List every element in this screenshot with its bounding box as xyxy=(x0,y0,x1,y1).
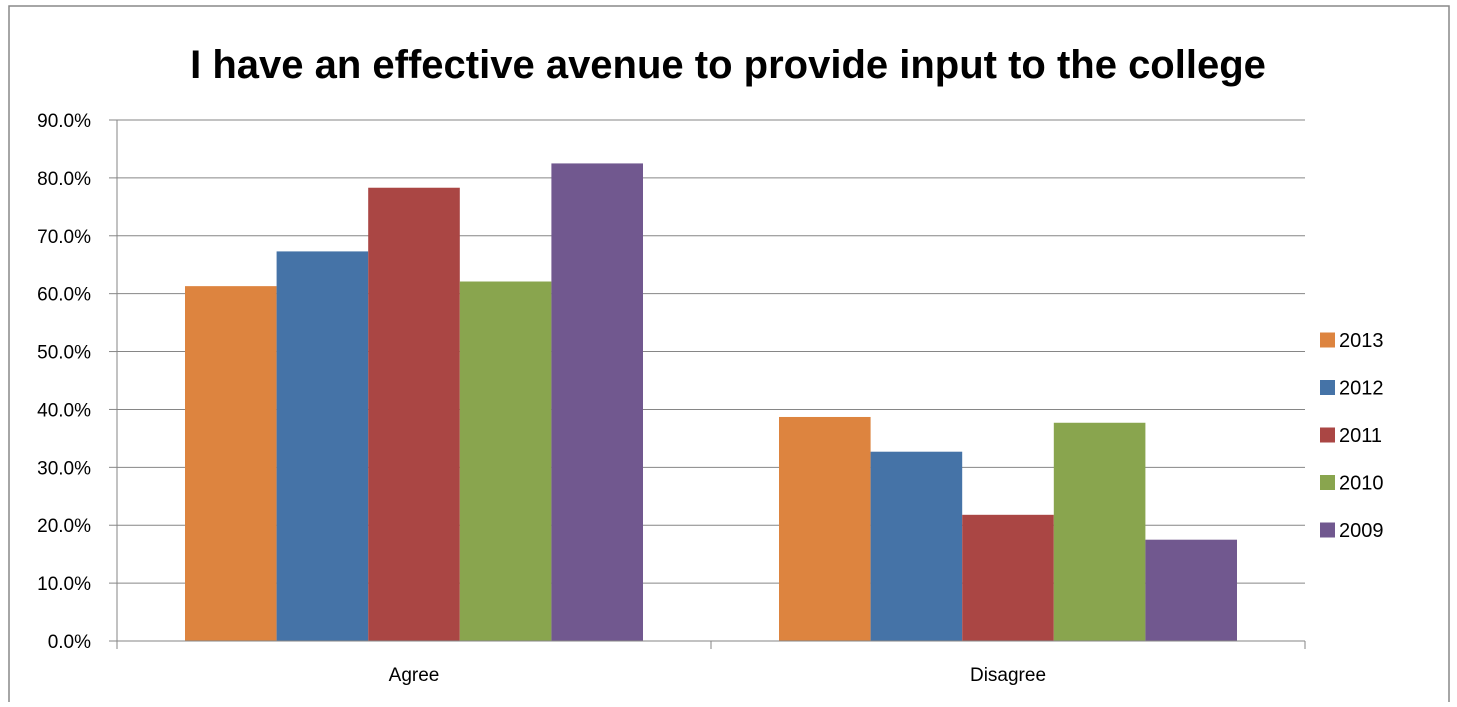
legend-label: 2010 xyxy=(1339,473,1384,495)
x-category-label: Agree xyxy=(389,665,440,686)
y-tick-label: 20.0% xyxy=(37,516,91,537)
chart-title: I have an effective avenue to provide in… xyxy=(190,43,1266,87)
x-axis-category-labels: Agree Disagree xyxy=(389,665,1046,686)
y-tick-label: 30.0% xyxy=(37,458,91,479)
y-tick-label: 90.0% xyxy=(37,111,91,132)
bar-2013-disagree xyxy=(779,416,871,641)
y-tick-label: 0.0% xyxy=(48,632,91,653)
bar-2012-disagree xyxy=(870,451,963,641)
legend-swatch-2011 xyxy=(1320,427,1335,443)
axes xyxy=(109,119,1306,649)
y-tick-label: 40.0% xyxy=(37,400,91,421)
bar-2010-agree xyxy=(459,281,552,641)
legend-label: 2011 xyxy=(1339,425,1382,447)
legend-swatch-2009 xyxy=(1320,522,1335,538)
y-axis-tick-labels: 0.0% 10.0% 20.0% 30.0% 40.0% 50.0% 60.0% 70.0% 8… xyxy=(37,111,91,653)
y-tick-label: 50.0% xyxy=(37,343,91,364)
y-tick-label: 70.0% xyxy=(37,227,91,248)
legend-swatch-2012 xyxy=(1320,380,1335,395)
bar-2013-agree xyxy=(185,286,277,641)
bar-2010-disagree xyxy=(1053,422,1146,641)
legend: 2013 2012 2011 2010 2009 xyxy=(1320,330,1384,542)
bar-2011-disagree xyxy=(962,514,1054,641)
legend-label: 2013 xyxy=(1339,330,1384,352)
y-tick-label: 80.0% xyxy=(37,169,91,190)
bar-2012-agree xyxy=(276,251,369,641)
bar-2009-agree xyxy=(551,163,643,641)
legend-swatch-2010 xyxy=(1320,475,1335,490)
y-tick-label: 10.0% xyxy=(37,574,91,595)
legend-label: 2009 xyxy=(1339,520,1384,542)
bar-2011-agree xyxy=(368,187,460,642)
legend-swatch-2013 xyxy=(1320,332,1335,348)
legend-label: 2012 xyxy=(1339,378,1384,400)
x-category-label: Disagree xyxy=(970,665,1046,686)
bar-2009-disagree xyxy=(1145,539,1237,641)
bars xyxy=(185,163,1237,642)
y-tick-label: 60.0% xyxy=(37,285,91,306)
